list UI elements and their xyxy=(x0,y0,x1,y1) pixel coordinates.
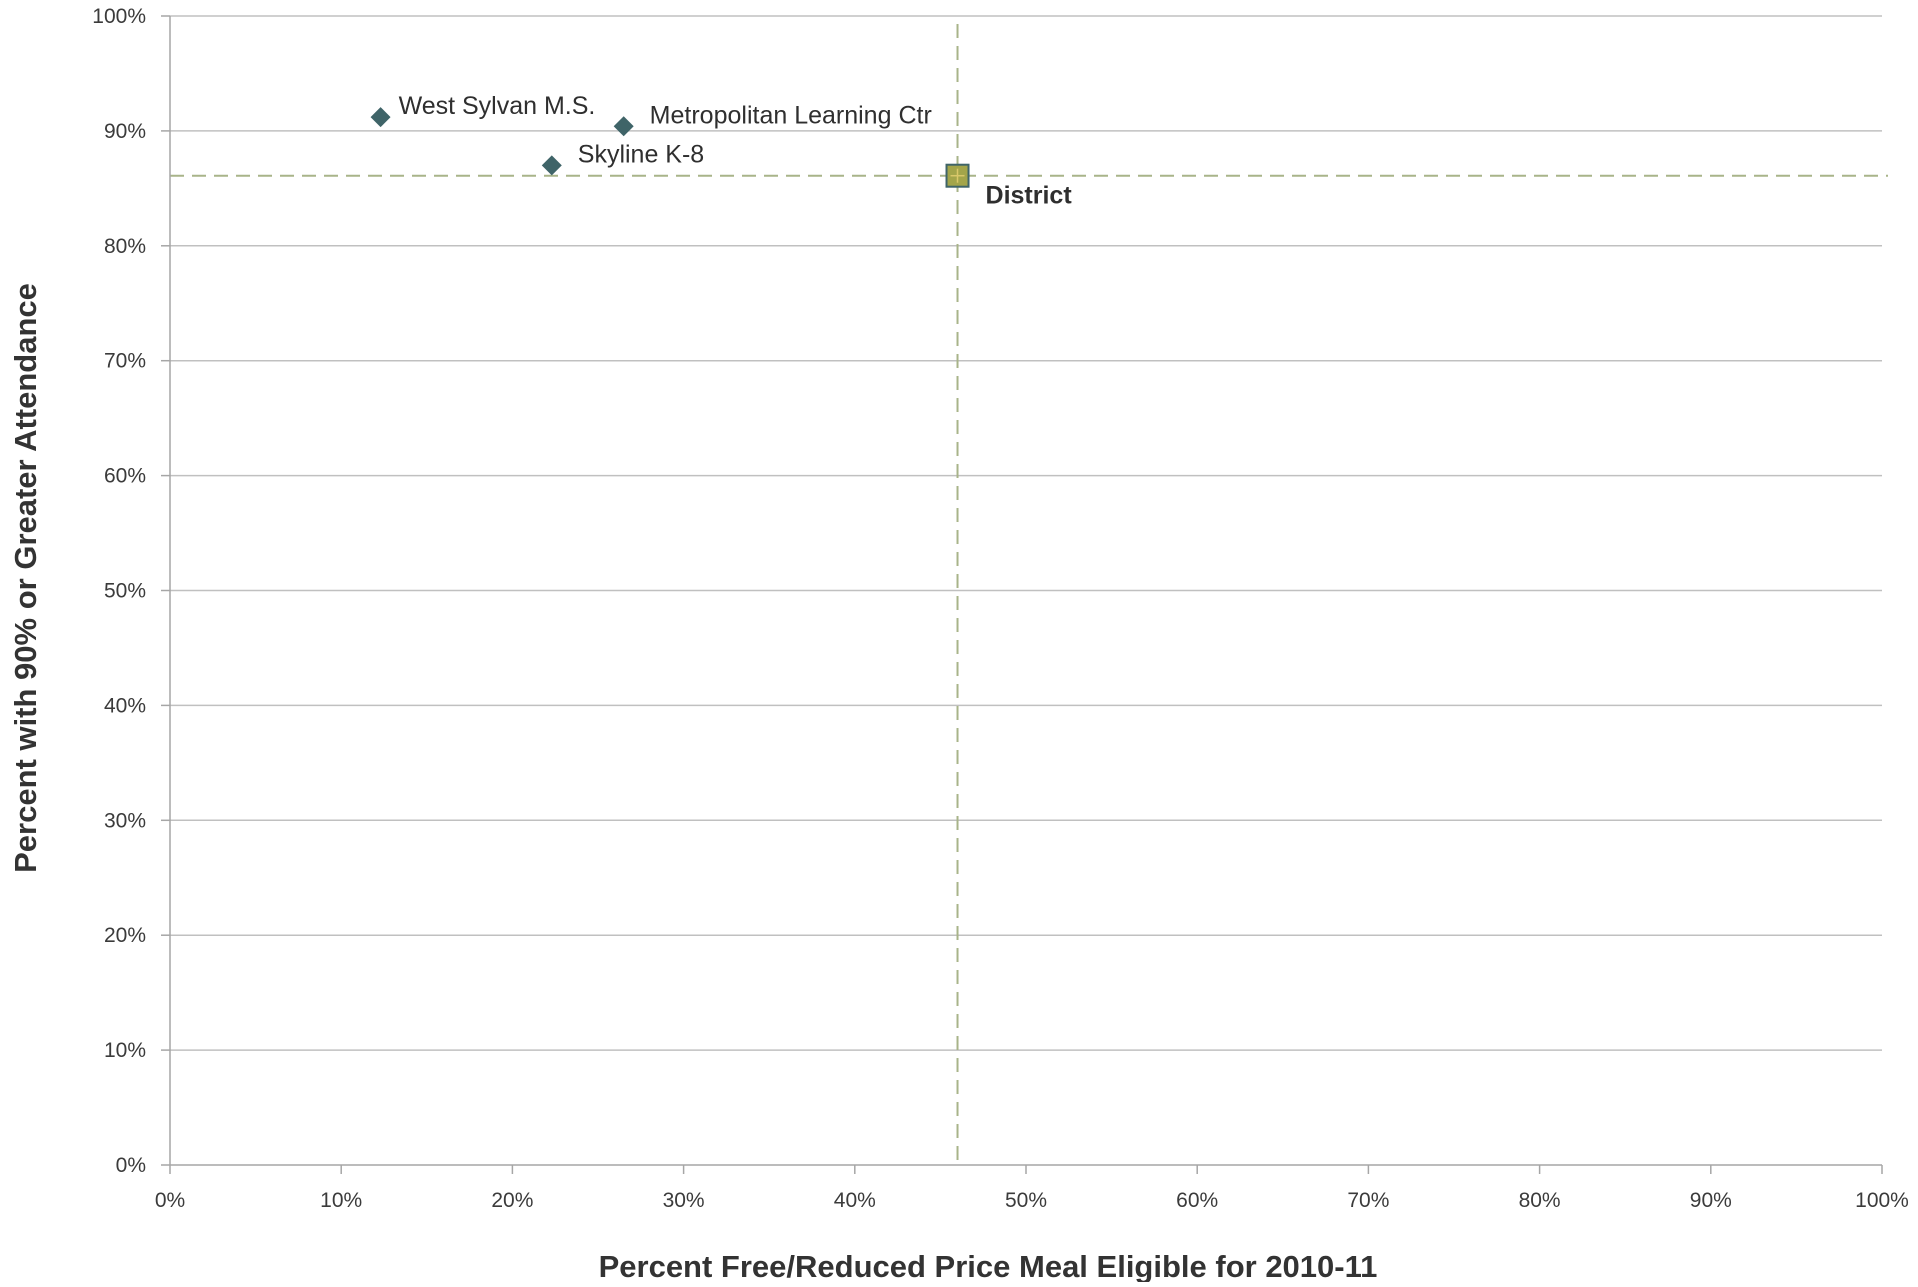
x-tick-label: 40% xyxy=(834,1189,876,1212)
gridlines xyxy=(170,15,1882,1051)
x-axis-title: Percent Free/Reduced Price Meal Eligible… xyxy=(599,1249,1378,1282)
school-point-marker xyxy=(370,107,391,128)
point-labels: West Sylvan M.S. Metropolitan Learning Ct… xyxy=(399,92,1073,210)
x-tick-label: 60% xyxy=(1176,1189,1218,1212)
school-point-marker xyxy=(613,116,634,137)
data-points xyxy=(370,107,970,188)
x-tick-label: 30% xyxy=(663,1189,705,1212)
x-tick-label: 70% xyxy=(1347,1189,1389,1212)
reference-lines xyxy=(170,24,1888,1165)
x-tick-label: 100% xyxy=(1855,1189,1909,1212)
x-tick-label: 50% xyxy=(1005,1189,1047,1212)
y-tick-label: 20% xyxy=(104,924,146,947)
y-tick-label: 80% xyxy=(104,235,146,258)
y-tick-label: 0% xyxy=(116,1154,146,1177)
y-tick-label: 50% xyxy=(104,580,146,603)
y-axis-title: Percent with 90% or Greater Attendance xyxy=(8,283,43,873)
x-tick-label: 20% xyxy=(491,1189,533,1212)
y-tick-label: 60% xyxy=(104,465,146,488)
x-tick-label: 0% xyxy=(155,1189,185,1212)
point-label: West Sylvan M.S. xyxy=(399,92,596,120)
y-tick-label: 10% xyxy=(104,1039,146,1062)
axes xyxy=(161,15,1883,1174)
y-tick-label: 100% xyxy=(92,5,146,28)
school-point-marker xyxy=(541,155,562,176)
point-label: Skyline K-8 xyxy=(578,140,704,168)
y-tick-label: 70% xyxy=(104,350,146,373)
x-tick-label: 10% xyxy=(320,1189,362,1212)
y-tick-label: 30% xyxy=(104,809,146,832)
y-tick-label: 90% xyxy=(104,120,146,143)
point-label: Metropolitan Learning Ctr xyxy=(650,101,932,129)
point-label: District xyxy=(986,182,1073,210)
x-tick-label: 90% xyxy=(1690,1189,1732,1212)
x-tick-label: 80% xyxy=(1519,1189,1561,1212)
tick-labels: 0% 10% 20% 30% 40% 50% 60% 70% 80% 90% 100% 0% 10% 20… xyxy=(92,5,1909,1212)
y-tick-label: 40% xyxy=(104,694,146,717)
